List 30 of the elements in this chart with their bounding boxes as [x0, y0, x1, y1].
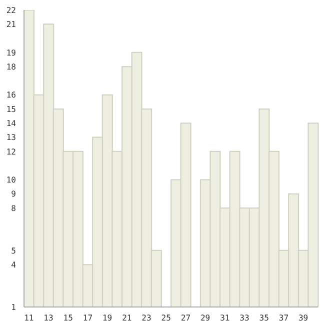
y-tick-label: 21	[6, 20, 16, 29]
x-tick-label: 23	[142, 314, 152, 321]
y-tick-label: 22	[6, 6, 16, 15]
y-tick-label: 10	[6, 176, 16, 185]
y-tick-label: 13	[6, 133, 16, 142]
x-tick-label: 13	[44, 314, 54, 321]
y-tick-label: 9	[11, 190, 16, 199]
y-tick-label: 18	[6, 62, 16, 72]
x-tick-label: 15	[63, 314, 74, 321]
y-tick-label: 19	[6, 48, 16, 58]
y-tick-label: 14	[6, 118, 16, 128]
x-tick-label: 17	[82, 314, 93, 321]
x-tick-label: 11	[24, 314, 34, 321]
x-tick-label: 21	[122, 314, 132, 321]
y-tick-label: 16	[6, 90, 16, 100]
x-tick-label: 35	[259, 314, 270, 321]
x-tick-label: 39	[298, 314, 308, 321]
x-tick-label: 33	[240, 314, 250, 321]
x-tick-label: 37	[278, 314, 289, 321]
x-tick-label: 19	[102, 314, 112, 321]
x-tick-label: 27	[180, 314, 191, 321]
y-tick-label: 5	[11, 246, 16, 256]
x-tick-label: 31	[220, 314, 230, 321]
y-tick-label: 1	[11, 302, 16, 312]
y-tick-label: 15	[6, 104, 16, 114]
x-tick-label: 25	[161, 314, 172, 321]
y-tick-label: 8	[11, 204, 16, 213]
y-tick-label: 4	[11, 260, 16, 270]
y-tick-label: 12	[6, 147, 16, 156]
x-tick-label: 29	[200, 314, 210, 321]
